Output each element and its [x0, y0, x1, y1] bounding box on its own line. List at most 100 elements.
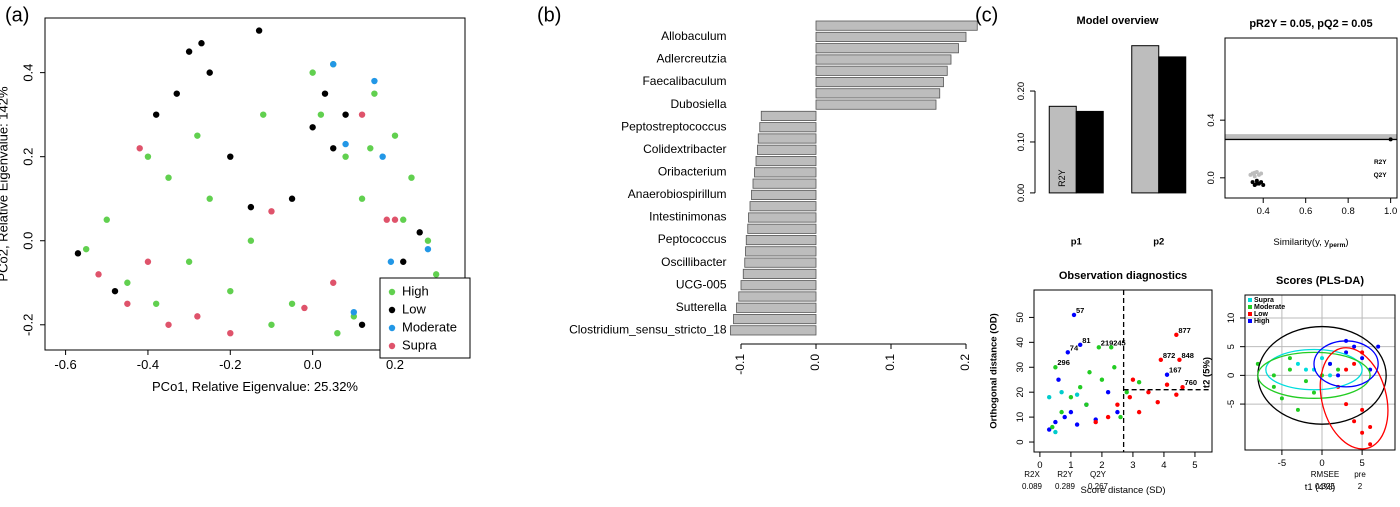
point [1065, 350, 1071, 355]
plot-frame [1244, 294, 1396, 451]
point [185, 258, 193, 265]
point [367, 145, 374, 152]
point [268, 321, 275, 328]
summary-label: pre [1354, 470, 1366, 479]
bar [815, 77, 944, 88]
point [288, 195, 296, 202]
y-tick-label: 10 [1226, 313, 1237, 324]
point-label: 74 [1070, 343, 1079, 352]
ellipse [1265, 348, 1363, 391]
point [227, 329, 234, 337]
point [371, 90, 378, 97]
bar [754, 167, 817, 178]
chart-title: pR2Y = 0.05, pQ2 = 0.05 [1249, 18, 1372, 30]
point [358, 321, 366, 328]
point [1105, 389, 1111, 395]
x-axis-label-text: Similarity(y, y [1273, 237, 1329, 248]
point [227, 153, 234, 160]
point [144, 258, 152, 265]
ellipse [1319, 347, 1389, 450]
point [1074, 422, 1080, 427]
point [1295, 361, 1300, 366]
point [1259, 180, 1264, 185]
point [1053, 419, 1058, 425]
category-label: Allobaculum [661, 29, 726, 43]
point [206, 69, 213, 76]
legend-label: Moderate [402, 319, 457, 334]
point [247, 203, 255, 211]
point [95, 271, 102, 278]
x-tick-label: 1.0 [1384, 206, 1397, 217]
point [1136, 409, 1142, 415]
point [247, 237, 255, 244]
category-label: Oribacterium [658, 165, 727, 179]
y-tick-label: 50 [1015, 312, 1026, 323]
bar [752, 178, 817, 189]
point [400, 216, 407, 223]
x-axis-label: Score distance (SD) [1080, 485, 1165, 496]
point-label: 872 [1163, 351, 1176, 360]
category-label: Peptostreptococcus [621, 119, 726, 133]
point [1271, 384, 1276, 389]
point [1259, 171, 1264, 176]
point [1252, 174, 1257, 179]
point [1109, 345, 1114, 350]
point [342, 153, 349, 160]
point [124, 279, 131, 286]
point [1096, 345, 1102, 350]
point [194, 313, 201, 320]
plot-frame [1033, 289, 1213, 453]
point-label: 167 [1169, 366, 1182, 375]
point [111, 287, 119, 295]
point [1360, 407, 1365, 412]
point [1093, 419, 1098, 425]
point [1254, 178, 1259, 183]
x-tick-label: 0.8 [1342, 206, 1355, 217]
point [350, 308, 358, 316]
point [1074, 392, 1080, 397]
plot-frame [44, 17, 466, 351]
point [152, 300, 160, 307]
point [194, 132, 201, 139]
bar [748, 212, 817, 223]
x-tick-label: 0.0 [808, 354, 822, 371]
x-tick-label: -0.1 [733, 354, 747, 375]
bar [745, 246, 817, 257]
x-axis-label: t1 (4%) [1305, 482, 1336, 493]
point [1360, 430, 1365, 435]
point [1336, 367, 1341, 372]
summary-label: R2Y [1057, 470, 1073, 479]
point [1124, 389, 1129, 395]
y-tick-label: -0.2 [21, 314, 36, 336]
legend-label: High [402, 283, 429, 298]
bar [757, 144, 817, 155]
point [1062, 414, 1067, 420]
point [206, 195, 213, 202]
point [144, 153, 152, 160]
point [400, 258, 407, 265]
y-tick-label: 20 [1015, 387, 1026, 398]
legend-marker [388, 288, 396, 296]
point [1078, 385, 1083, 390]
point [1287, 356, 1292, 361]
x-tick-label: 0.2 [958, 354, 972, 371]
bar [815, 65, 948, 76]
point [1328, 373, 1333, 378]
point-label: 245 [1113, 338, 1126, 347]
point [1368, 442, 1373, 447]
point [82, 245, 90, 253]
point [1130, 377, 1136, 382]
legend-marker [1248, 305, 1252, 309]
panel-label: (a) [5, 4, 29, 26]
point [309, 69, 316, 76]
y-tick-label: 0.4 [21, 64, 36, 82]
y-tick-label: 0 [1015, 439, 1026, 444]
legend-label: Low [402, 301, 426, 316]
legend-marker [388, 324, 396, 332]
point [165, 321, 172, 328]
point [1388, 134, 1393, 139]
y-tick-label: 10 [1015, 412, 1026, 423]
point-label: 296 [1057, 358, 1070, 367]
point [1071, 312, 1077, 318]
point [1336, 373, 1341, 378]
